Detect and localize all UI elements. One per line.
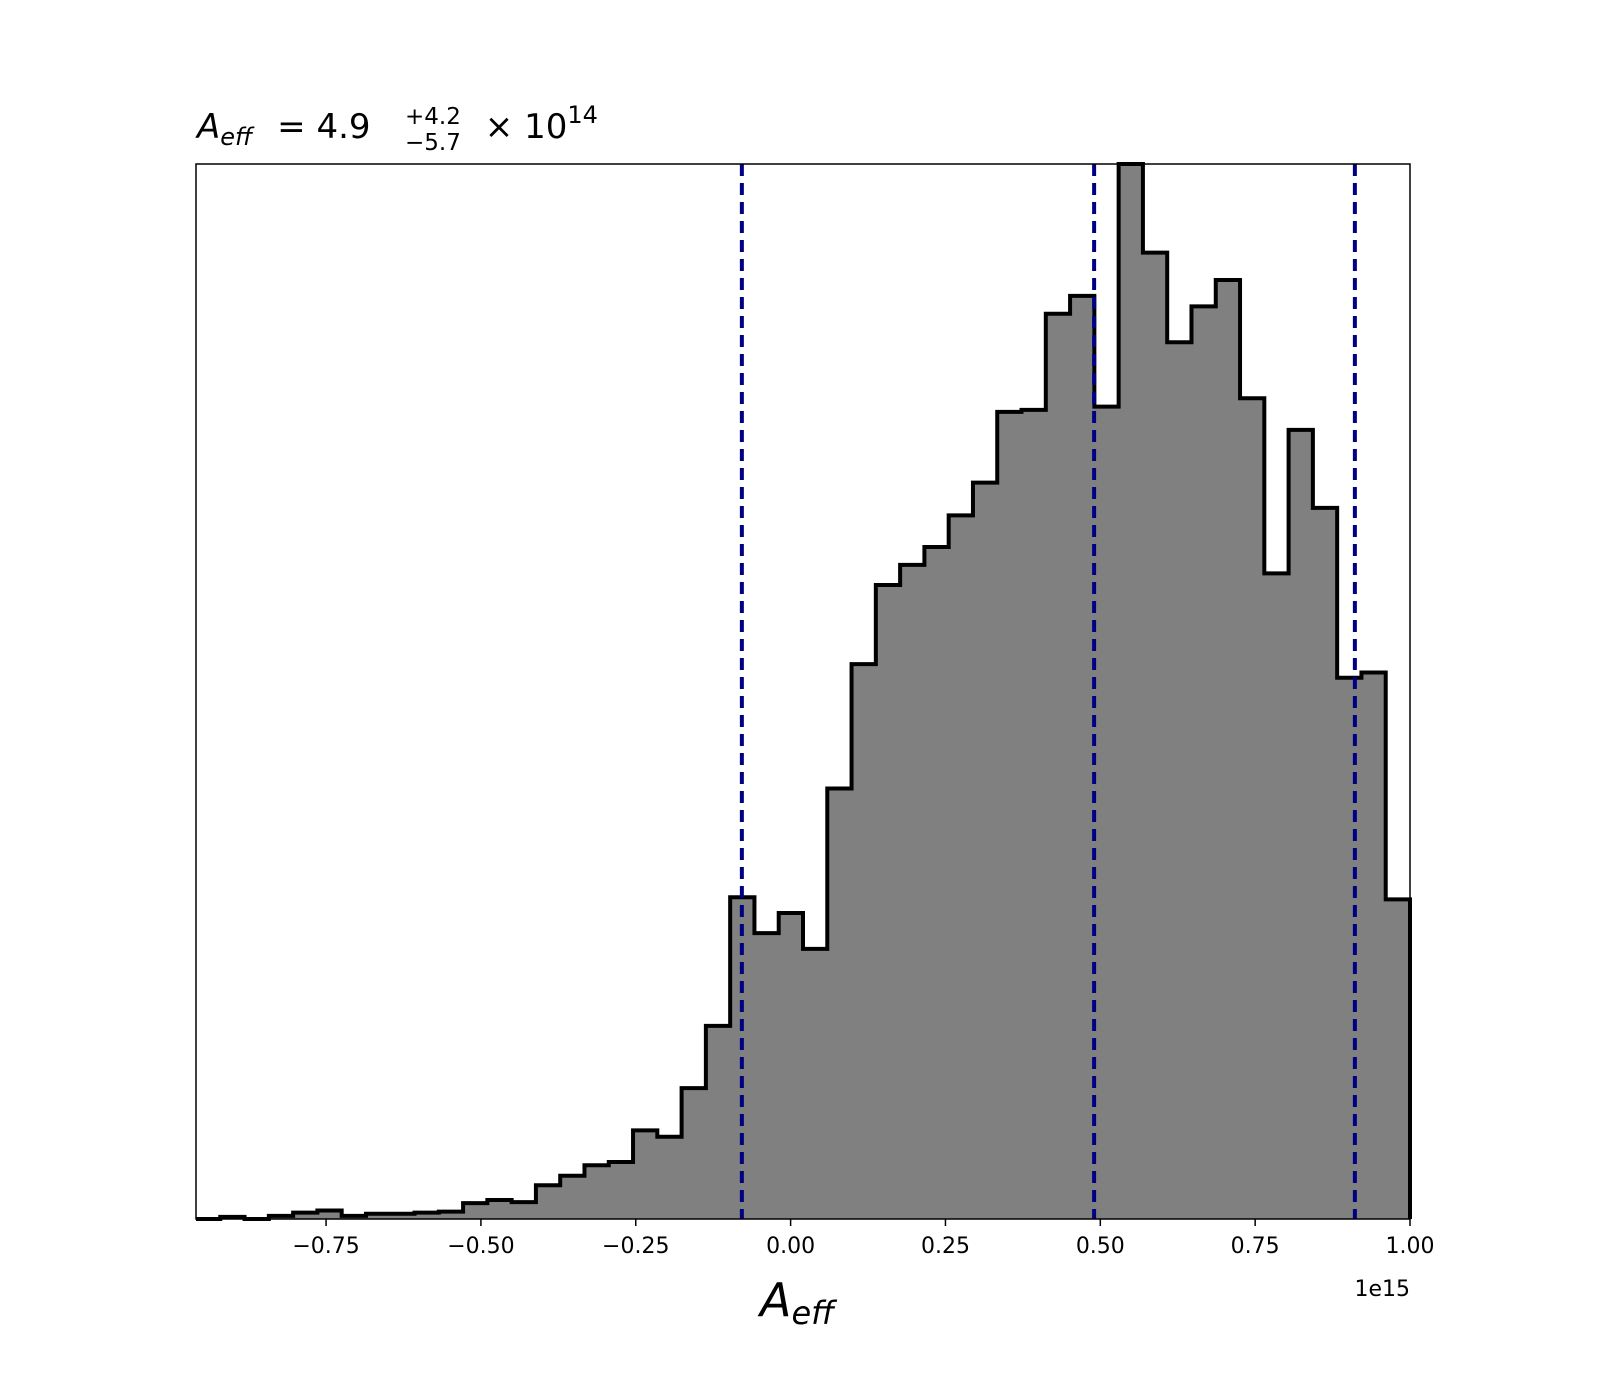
histogram-bar <box>487 1200 513 1219</box>
histogram-bar <box>438 1211 464 1219</box>
histogram-bar <box>463 1203 488 1219</box>
histogram-bar <box>365 1213 391 1219</box>
x-axis-ticks: −0.75 −0.50 −0.25 0.00 0.25 0.50 0.75 1.00 <box>292 1219 1434 1259</box>
x-axis-label-symbol: A <box>757 1273 791 1327</box>
x-axis-label: Aeff <box>757 1273 838 1332</box>
histogram-bar <box>1021 409 1047 1219</box>
histogram-bar <box>778 913 804 1219</box>
histogram-bar <box>1191 306 1217 1219</box>
histogram-bar <box>560 1175 586 1219</box>
x-offset-label: 1e15 <box>1354 1277 1410 1302</box>
histogram-bar <box>997 411 1023 1219</box>
histogram-bar <box>535 1185 561 1219</box>
histogram-bar <box>608 1162 634 1219</box>
histogram-bar <box>681 1088 707 1219</box>
x-axis-label-subscript: eff <box>791 1294 838 1332</box>
histogram-bar <box>657 1136 683 1219</box>
plot-frame <box>195 163 1411 1220</box>
x-tick-label: 0.50 <box>1076 1234 1125 1259</box>
chart-title: Aeff = 4.9 <box>195 107 371 151</box>
title-upper-error: +4.2 <box>405 104 461 130</box>
title-equals-value: = 4.9 <box>266 107 370 147</box>
x-tick-label: 0.75 <box>1231 1234 1280 1259</box>
histogram-bar <box>1240 398 1265 1220</box>
histogram-bar <box>803 948 828 1219</box>
histogram-bar <box>633 1130 658 1219</box>
histogram-bar <box>827 788 853 1219</box>
histogram-bar <box>293 1212 318 1219</box>
x-tick-label: 0.25 <box>921 1234 970 1259</box>
histogram-bar <box>317 1210 343 1219</box>
histogram-bars <box>220 164 1411 1220</box>
histogram-bar <box>1045 313 1071 1219</box>
x-tick-label: −0.75 <box>292 1234 359 1259</box>
histogram-bar <box>1361 672 1387 1219</box>
quantile-lines <box>739 164 1357 1219</box>
histogram-bar <box>1312 507 1338 1219</box>
histogram-bar <box>972 482 998 1219</box>
title-lower-error: −5.7 <box>405 130 461 156</box>
histogram-bar <box>851 664 877 1219</box>
histogram-bar <box>1215 280 1241 1219</box>
histogram-bar <box>1264 573 1290 1219</box>
histogram-bar <box>1094 406 1120 1219</box>
title-times-power: × 1014 <box>474 101 598 147</box>
histogram-bar <box>390 1213 416 1219</box>
histogram-bar <box>754 933 780 1219</box>
histogram-bar <box>1337 677 1363 1219</box>
x-tick-label: −0.25 <box>602 1234 669 1259</box>
histogram-bar <box>1288 429 1314 1219</box>
histogram-bar <box>875 584 901 1219</box>
x-tick-label: 0.00 <box>766 1234 815 1259</box>
histogram-bar <box>1385 899 1411 1219</box>
histogram-bar <box>584 1165 610 1219</box>
histogram-bar <box>948 515 974 1219</box>
title-times: × 10 <box>474 107 567 147</box>
histogram-bar <box>924 546 950 1219</box>
histogram-bar <box>1070 295 1095 1219</box>
title-symbol: A <box>195 107 220 147</box>
title-exponent: 14 <box>567 101 598 129</box>
histogram-bar <box>1118 164 1144 1219</box>
x-tick-label: 1.00 <box>1386 1234 1435 1259</box>
histogram-bar <box>705 1025 731 1219</box>
histogram-bar <box>414 1212 440 1219</box>
x-tick-label: −0.50 <box>447 1234 514 1259</box>
histogram-bar <box>1167 342 1193 1219</box>
title-symbol-subscript: eff <box>220 123 255 151</box>
histogram-outline <box>196 162 1412 1221</box>
histogram-bar <box>1142 252 1168 1219</box>
histogram-bar <box>900 564 925 1219</box>
histogram-bar <box>511 1202 537 1219</box>
